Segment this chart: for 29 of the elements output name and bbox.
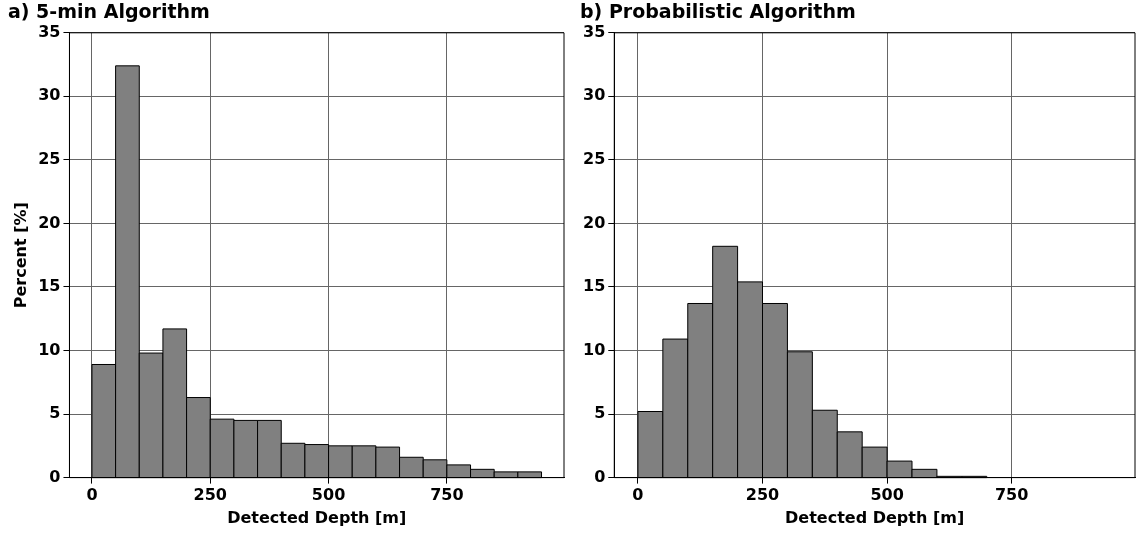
x-tick-label: 500 [870, 485, 904, 505]
x-tick-label: 750 [430, 485, 464, 505]
x-tick-label: 250 [193, 485, 227, 505]
x-tick-label: 250 [745, 485, 780, 505]
y-tick-label: 10 [38, 339, 61, 359]
y-tick-label: 5 [49, 403, 61, 423]
y-tick-label: 25 [583, 149, 606, 169]
chart-title: b) Probabilistic Algorithm [580, 0, 856, 23]
y-tick-label: 25 [38, 149, 61, 169]
y-tick-label: 15 [583, 276, 606, 296]
x-axis-title: Detected Depth [m] [785, 507, 965, 527]
x-tick-label: 0 [86, 485, 98, 505]
y-tick-label: 30 [583, 85, 606, 105]
y-tick-label: 0 [49, 466, 61, 486]
chart-title: a) 5-min Algorithm [8, 0, 210, 23]
x-tick-label: 750 [994, 485, 1029, 505]
y-axis-title: Percent [%] [10, 202, 30, 309]
x-axis-title: Detected Depth [m] [227, 507, 407, 527]
y-tick-label: 10 [583, 339, 606, 359]
y-tick-label: 20 [583, 212, 606, 232]
y-tick-label: 5 [594, 403, 606, 423]
x-tick-label: 0 [632, 485, 644, 505]
y-tick-label: 35 [583, 21, 606, 41]
y-tick-label: 0 [594, 466, 606, 486]
y-tick-label: 35 [38, 21, 61, 41]
y-tick-label: 20 [38, 212, 61, 232]
y-tick-label: 30 [38, 85, 61, 105]
y-tick-label: 15 [38, 276, 61, 296]
x-tick-label: 500 [311, 485, 346, 505]
